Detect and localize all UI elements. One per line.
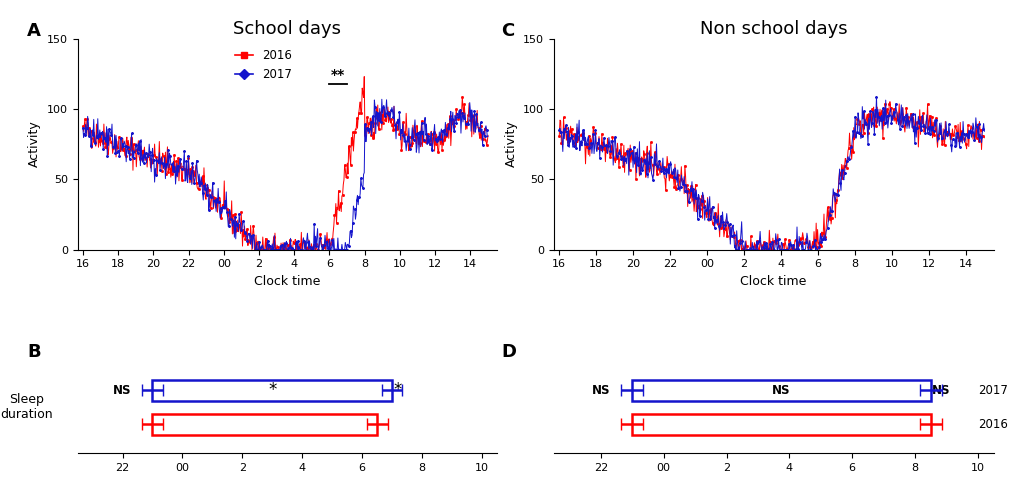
X-axis label: Clock time: Clock time (254, 275, 321, 288)
Text: *: * (268, 381, 276, 399)
Text: NS: NS (772, 384, 791, 397)
Text: 2016: 2016 (978, 418, 1008, 431)
Y-axis label: Activity: Activity (28, 120, 41, 167)
X-axis label: Clock time: Clock time (740, 275, 807, 288)
Text: NS: NS (933, 384, 951, 397)
Text: **: ** (331, 68, 346, 82)
Text: A: A (27, 22, 41, 40)
Text: NS: NS (592, 384, 611, 397)
Text: C: C (501, 22, 514, 40)
Text: *: * (393, 381, 402, 399)
Bar (632, 380, 930, 401)
Text: NS: NS (113, 384, 131, 397)
Bar (152, 380, 392, 401)
Text: B: B (27, 343, 41, 361)
Title: School days: School days (233, 20, 342, 39)
Bar (152, 414, 377, 435)
Bar (632, 414, 930, 435)
Legend: 2016, 2017: 2016, 2017 (230, 44, 297, 86)
Text: D: D (501, 343, 515, 361)
Text: Sleep
duration: Sleep duration (0, 393, 53, 421)
Y-axis label: Activity: Activity (504, 120, 518, 167)
Title: Non school days: Non school days (700, 20, 848, 39)
Text: 2017: 2017 (978, 384, 1008, 397)
